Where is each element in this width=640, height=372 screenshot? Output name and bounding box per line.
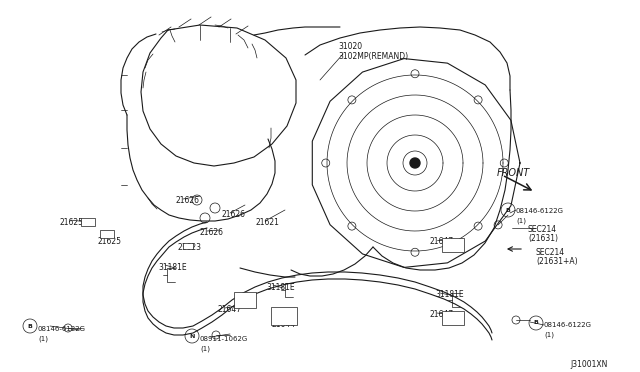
Text: 21626: 21626	[222, 210, 246, 219]
Text: B: B	[506, 208, 511, 212]
Text: 31181E: 31181E	[158, 263, 187, 272]
Text: J31001XN: J31001XN	[570, 360, 607, 369]
Text: 21644: 21644	[271, 320, 295, 329]
Bar	[100, 230, 114, 238]
Text: 3102MP(REMAND): 3102MP(REMAND)	[338, 52, 408, 61]
Text: (21631+A): (21631+A)	[536, 257, 578, 266]
Circle shape	[410, 158, 420, 168]
Text: 21621: 21621	[255, 218, 279, 227]
Text: B: B	[534, 321, 538, 326]
Text: 31181E: 31181E	[266, 283, 294, 292]
Text: 31020: 31020	[338, 42, 362, 51]
Text: B: B	[28, 324, 33, 328]
Text: 31181E: 31181E	[435, 290, 463, 299]
Text: (1): (1)	[544, 331, 554, 337]
Text: 21647: 21647	[218, 305, 242, 314]
Text: SEC214: SEC214	[528, 225, 557, 234]
Text: SEC214: SEC214	[536, 248, 565, 257]
Text: (1): (1)	[38, 335, 48, 341]
Text: 08146-6122G: 08146-6122G	[544, 322, 592, 328]
Bar	[442, 238, 464, 252]
Text: 21623: 21623	[178, 243, 202, 252]
Text: 21626: 21626	[200, 228, 224, 237]
Text: 21625: 21625	[98, 237, 122, 246]
Text: FRONT: FRONT	[497, 168, 531, 178]
Text: 21647: 21647	[430, 237, 454, 246]
Bar	[442, 311, 464, 325]
Text: (21631): (21631)	[528, 234, 558, 243]
Text: 08146-6122G: 08146-6122G	[38, 326, 86, 332]
Text: N: N	[189, 334, 195, 339]
Text: 08146-6122G: 08146-6122G	[516, 208, 564, 214]
Text: 08911-1062G: 08911-1062G	[200, 336, 248, 342]
Bar	[234, 292, 256, 308]
Bar	[81, 218, 95, 226]
Text: 21647: 21647	[430, 310, 454, 319]
Bar	[271, 307, 297, 325]
Text: 21625: 21625	[60, 218, 84, 227]
Text: (1): (1)	[200, 345, 210, 352]
Bar	[183, 243, 193, 249]
Text: (1): (1)	[516, 217, 526, 224]
Text: 21626: 21626	[175, 196, 199, 205]
